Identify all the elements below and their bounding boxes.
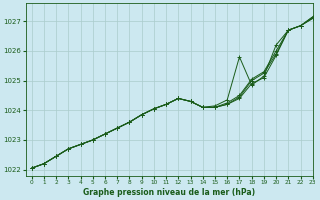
X-axis label: Graphe pression niveau de la mer (hPa): Graphe pression niveau de la mer (hPa) <box>83 188 255 197</box>
